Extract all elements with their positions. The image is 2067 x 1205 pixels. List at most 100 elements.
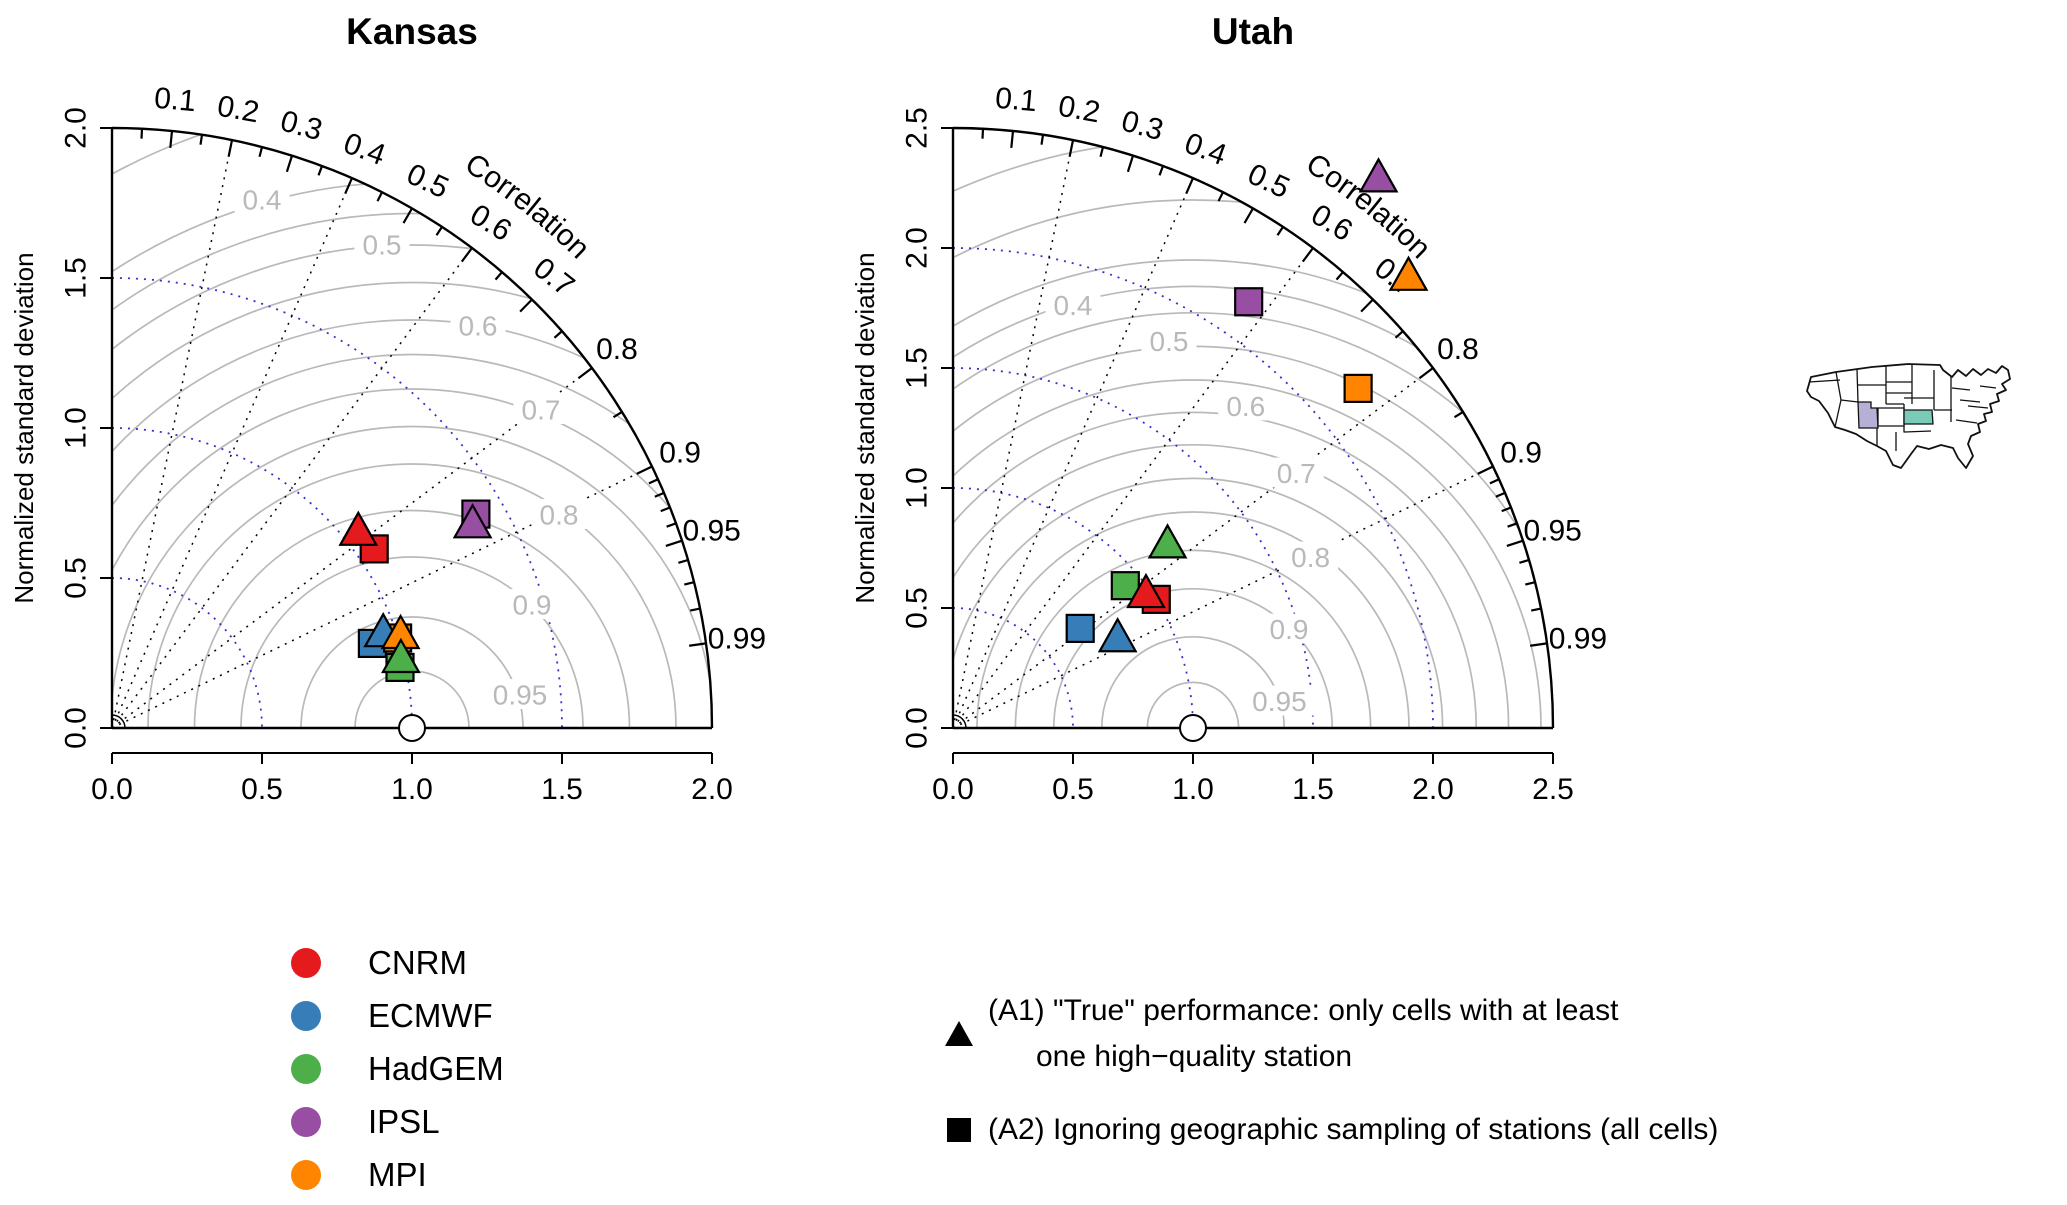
correlation-tick bbox=[553, 330, 563, 339]
correlation-tick bbox=[1126, 155, 1135, 173]
skill-contour-label: 0.8 bbox=[1291, 542, 1330, 573]
correlation-tick bbox=[665, 539, 683, 548]
skill-contour bbox=[112, 281, 712, 728]
skill-contour-label: 0.9 bbox=[513, 590, 552, 621]
correlation-tick bbox=[402, 207, 413, 224]
correlation-tick bbox=[1158, 165, 1165, 176]
correlation-tick bbox=[1360, 298, 1374, 313]
model-legend: CNRM ECMWF HadGEM IPSL MPI bbox=[290, 936, 504, 1201]
skill-contour bbox=[112, 353, 712, 728]
correlation-tick bbox=[1394, 330, 1404, 339]
skill-contour bbox=[112, 388, 712, 728]
skill-contour-label: 0.95 bbox=[1252, 686, 1307, 717]
x-tick-label: 1.5 bbox=[541, 773, 583, 806]
marker-ecmwf-a2 bbox=[1065, 613, 1095, 644]
correlation-radial bbox=[953, 139, 1074, 728]
correlation-tick bbox=[1501, 506, 1512, 513]
correlation-tick-label: 0.3 bbox=[277, 105, 326, 148]
correlation-tick bbox=[258, 146, 264, 158]
correlation-tick bbox=[1185, 177, 1195, 195]
correlation-tick-label: 0.4 bbox=[339, 127, 389, 172]
correlation-tick bbox=[678, 558, 689, 564]
correlation-tick bbox=[169, 130, 174, 149]
correlation-tick bbox=[1530, 607, 1542, 612]
correlation-tick-label: 0.99 bbox=[1549, 622, 1607, 655]
correlation-tick bbox=[1099, 146, 1105, 158]
y-tick-label: 0.0 bbox=[901, 707, 934, 749]
correlation-tick-label: 0.1 bbox=[994, 82, 1038, 119]
grid-layer bbox=[112, 128, 712, 728]
correlation-tick-label: 0.5 bbox=[402, 158, 454, 206]
correlation-tick-label: 0.2 bbox=[215, 90, 262, 130]
y-axis-title: Normalized standard deviation bbox=[850, 252, 880, 603]
legend-label-ipsl: IPSL bbox=[368, 1102, 440, 1140]
correlation-tick-label: 0.1 bbox=[153, 82, 197, 119]
correlation-tick bbox=[577, 367, 593, 380]
state-kansas-highlight bbox=[1903, 409, 1934, 425]
marker-ipsl-a1 bbox=[1358, 157, 1399, 193]
origin-arc bbox=[111, 714, 126, 729]
std-arc bbox=[953, 607, 1074, 728]
x-tick-label: 0.5 bbox=[241, 773, 283, 806]
correlation-tick bbox=[612, 410, 623, 419]
correlation-tick bbox=[1506, 539, 1524, 548]
correlation-tick bbox=[689, 607, 701, 612]
correlation-tick bbox=[344, 177, 354, 195]
correlation-tick-label: 0.99 bbox=[708, 622, 766, 655]
hadgem-dot-icon bbox=[291, 1053, 321, 1084]
correlation-radial bbox=[953, 465, 1494, 728]
y-tick-label: 0.5 bbox=[901, 587, 934, 629]
skill-contour bbox=[953, 477, 1444, 728]
legend-item-ecmwf: ECMWF bbox=[290, 989, 504, 1042]
x-tick-label: 2.0 bbox=[1412, 773, 1454, 806]
marker-cnrm-a1 bbox=[338, 510, 379, 546]
legend-label-hadgem: HadGEM bbox=[368, 1049, 504, 1087]
correlation-tick-label: 0.4 bbox=[1180, 127, 1230, 172]
correlation-tick bbox=[1335, 271, 1344, 281]
legend-label-cnrm: CNRM bbox=[368, 943, 467, 981]
correlation-tick bbox=[648, 478, 659, 485]
reference-point bbox=[1179, 714, 1207, 742]
y-tick-label: 0.0 bbox=[60, 707, 93, 749]
correlation-tick bbox=[1301, 247, 1314, 263]
correlation-tick bbox=[376, 191, 383, 202]
marker-ipsl-a1 bbox=[452, 503, 493, 539]
skill-contour bbox=[953, 199, 1553, 728]
std-arc bbox=[112, 577, 263, 728]
marker-mpi-a2 bbox=[1343, 373, 1373, 403]
x-tick-label: 2.0 bbox=[691, 773, 733, 806]
correlation-arc bbox=[952, 126, 1555, 729]
correlation-tick-label: 0.9 bbox=[1500, 436, 1542, 469]
correlation-tick bbox=[1276, 226, 1284, 236]
contour-label-bg bbox=[234, 184, 290, 214]
correlation-tick bbox=[1243, 207, 1254, 224]
skill-contour bbox=[1014, 549, 1372, 728]
correlation-tick bbox=[1068, 139, 1075, 157]
correlation-tick-label: 0.3 bbox=[1118, 105, 1167, 148]
correlation-tick bbox=[1217, 191, 1224, 202]
skill-contour-label: 0.7 bbox=[522, 395, 561, 426]
correlation-tick bbox=[199, 134, 204, 145]
skill-contour bbox=[112, 244, 712, 728]
correlation-tick-label: 0.8 bbox=[1437, 333, 1479, 366]
skill-contour bbox=[953, 443, 1478, 728]
marker-mpi-a1 bbox=[1388, 255, 1429, 291]
skill-contour bbox=[193, 509, 631, 728]
legend-item-ipsl: IPSL bbox=[290, 1095, 504, 1148]
skill-contour-label: 0.9 bbox=[1270, 614, 1309, 645]
skill-contour bbox=[953, 285, 1553, 728]
correlation-tick bbox=[285, 155, 294, 173]
skill-contour bbox=[147, 463, 677, 728]
correlation-tick bbox=[1507, 522, 1518, 528]
contour-label-bg bbox=[1244, 685, 1315, 716]
correlation-tick-label: 0.95 bbox=[682, 514, 740, 547]
y-tick-label: 1.0 bbox=[901, 467, 934, 509]
square-icon bbox=[947, 1118, 971, 1142]
y-tick-label: 1.5 bbox=[60, 257, 93, 299]
contour-label-bg bbox=[1261, 613, 1317, 644]
correlation-radial bbox=[953, 177, 1194, 728]
correlation-tick bbox=[1495, 491, 1506, 498]
utah-taylor-plot: 0.40.50.60.70.80.90.950.1 0.2 0.30.40.50.6… bbox=[850, 11, 1607, 806]
correlation-tick bbox=[140, 128, 144, 139]
